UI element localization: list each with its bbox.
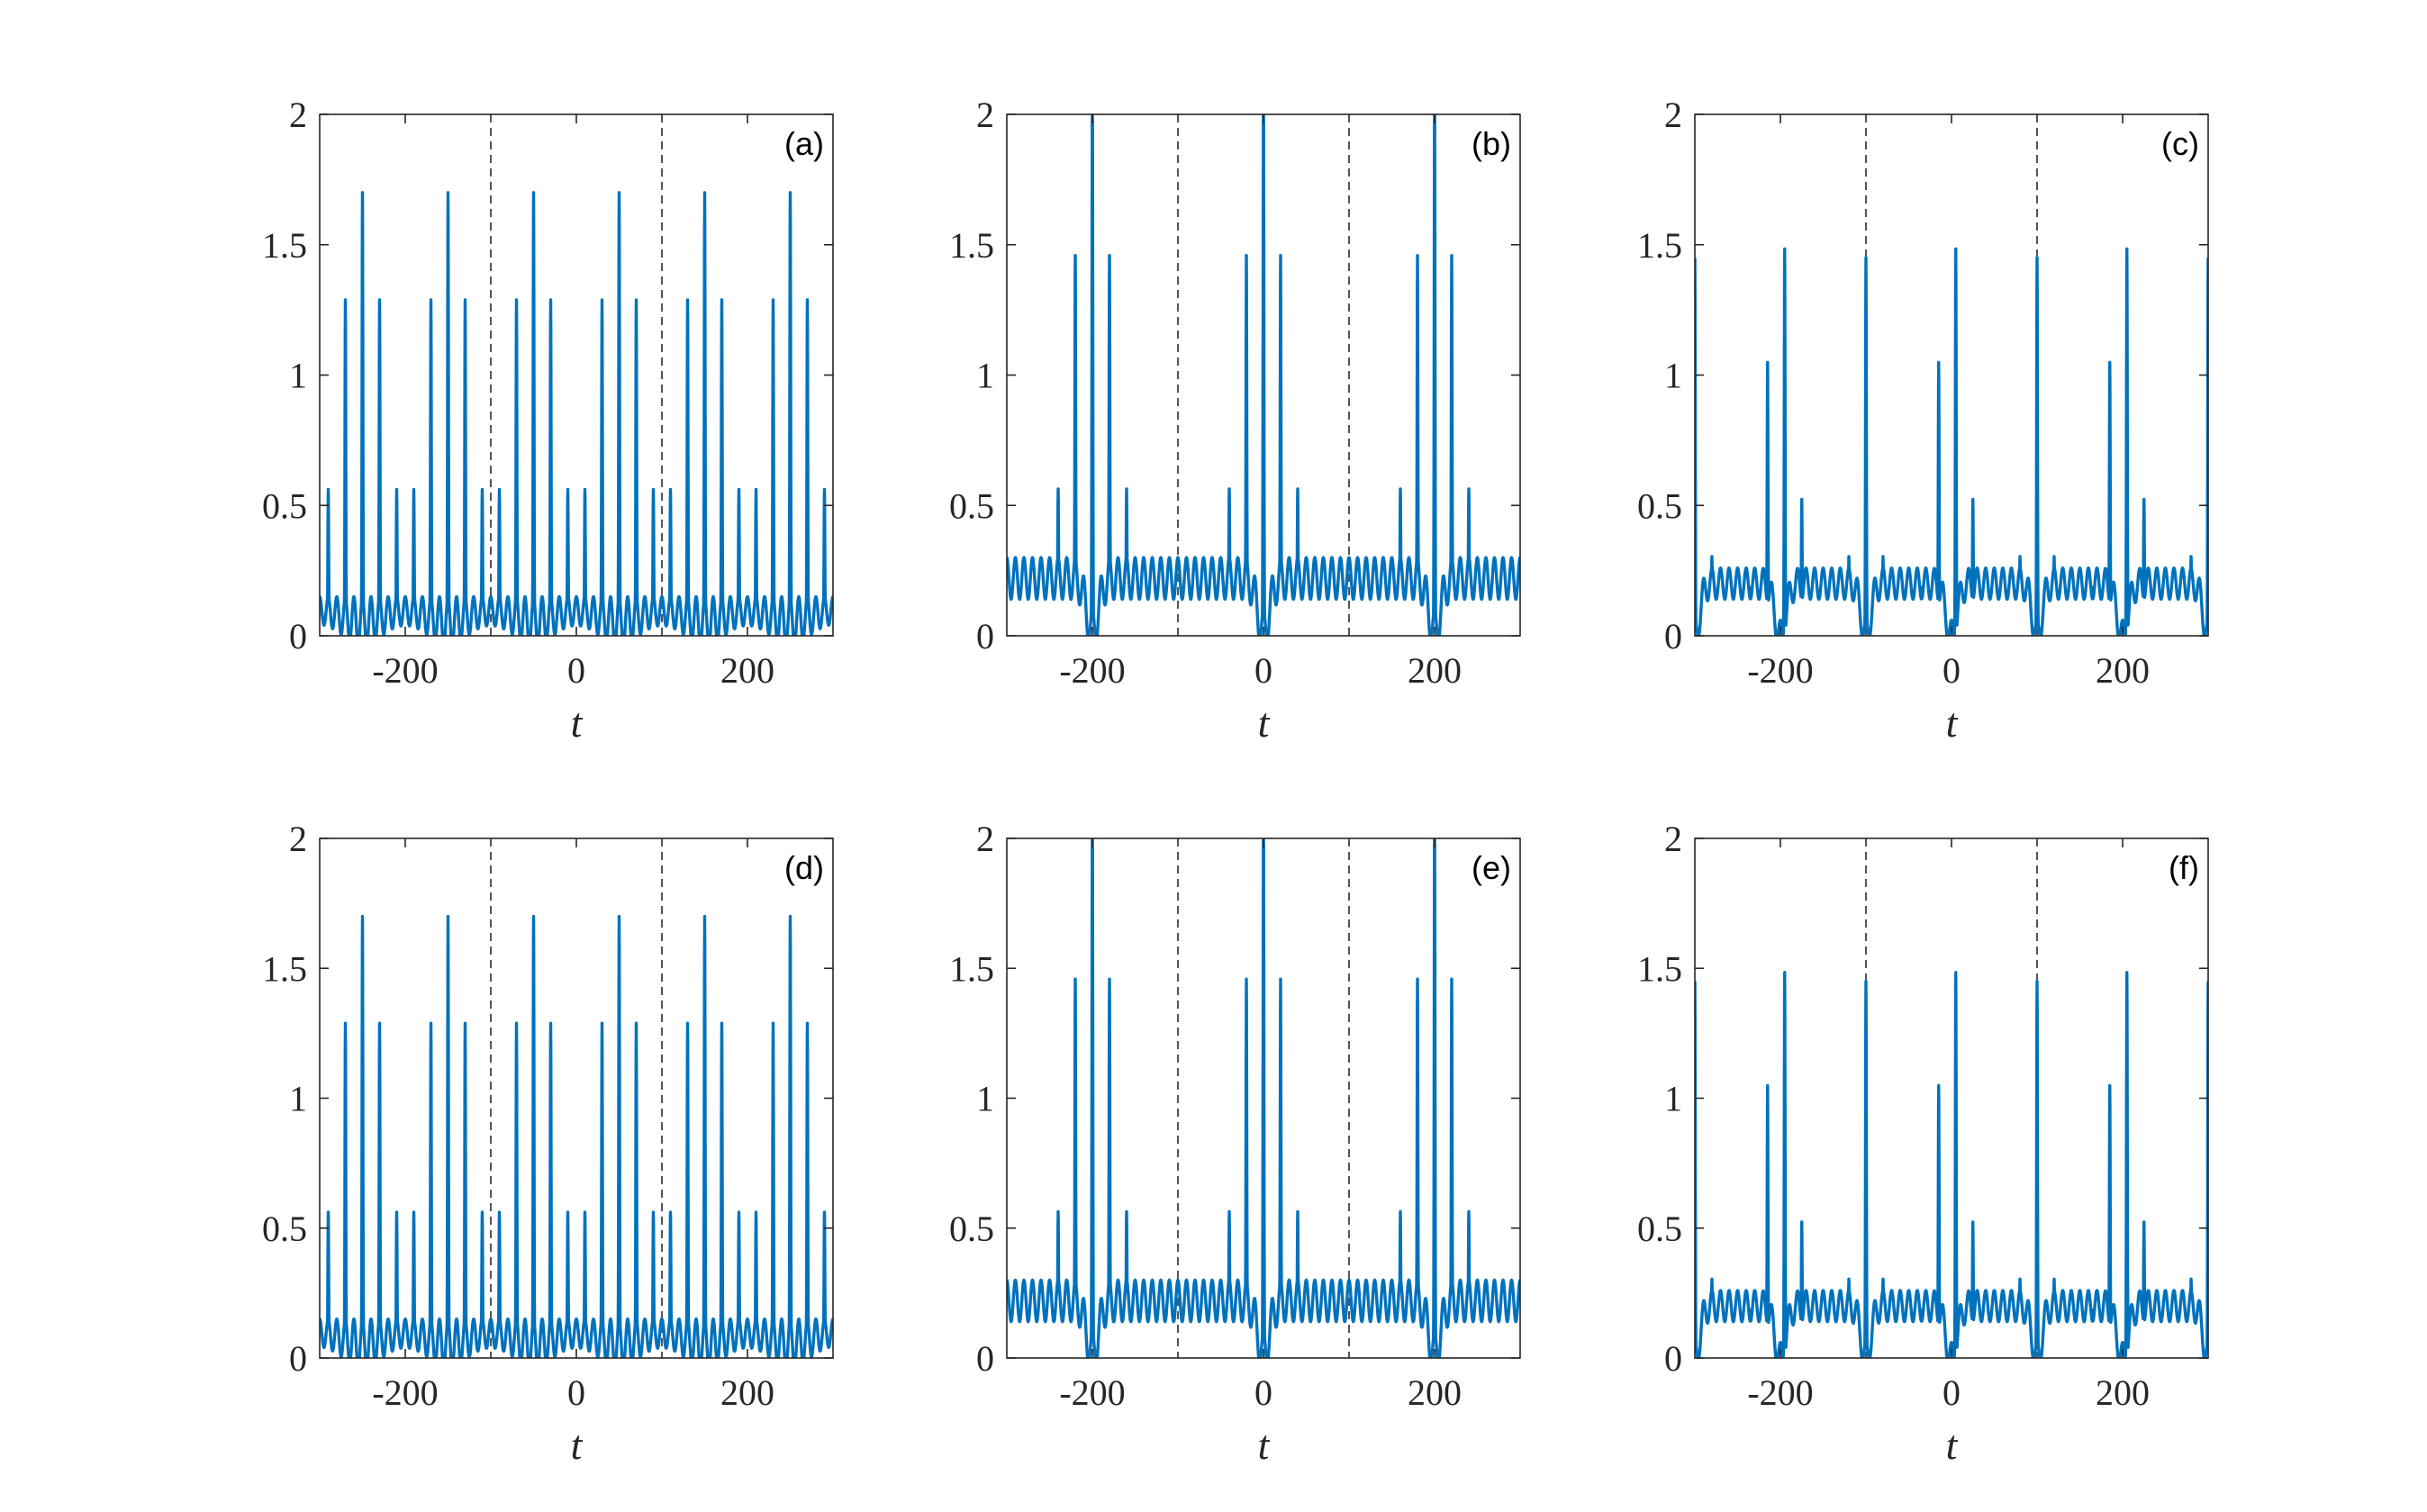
- x-tick-label: 0: [567, 1372, 585, 1413]
- series-line: [1007, 838, 1520, 1358]
- x-tick-label: 0: [1254, 650, 1272, 691]
- x-tick-label: 200: [720, 650, 774, 691]
- y-tick-label: 0: [976, 616, 994, 656]
- x-tick-label: 200: [720, 1372, 774, 1413]
- y-tick-label: 2: [1664, 95, 1682, 135]
- y-tick-label: 1: [289, 1079, 307, 1119]
- y-tick-label: 2: [1664, 819, 1682, 859]
- x-tick-label: -200: [1747, 1372, 1813, 1413]
- series-line: [1695, 247, 2208, 636]
- y-tick-label: 0: [976, 1338, 994, 1379]
- panel-f: -200 0 200 0 0.5 1 1.5 2 t (f): [1637, 819, 2209, 1468]
- x-axis-label: t: [571, 1422, 584, 1468]
- x-tick-label: 0: [1254, 1372, 1272, 1413]
- y-tick-label: 0.5: [1637, 485, 1682, 526]
- panel-label: (b): [1472, 125, 1511, 162]
- x-tick-label: -200: [1747, 650, 1813, 691]
- panel-label: (e): [1472, 849, 1511, 886]
- panel-label: (d): [784, 849, 824, 886]
- series-line: [1695, 971, 2208, 1358]
- axes-frame: [1694, 113, 2209, 637]
- x-tick-label: 200: [1408, 650, 1462, 691]
- x-axis-label: t: [1258, 700, 1271, 746]
- y-tick-label: 0: [1664, 1338, 1682, 1379]
- series-line: [320, 191, 833, 636]
- y-tick-label: 1.5: [262, 225, 307, 266]
- x-axis-label: t: [1946, 1422, 1959, 1468]
- y-tick-label: 1.5: [949, 225, 994, 266]
- y-tick-label: 2: [976, 819, 994, 859]
- y-tick-label: 1.5: [949, 948, 994, 989]
- y-tick-label: 2: [289, 95, 307, 135]
- x-axis-label: t: [1946, 700, 1959, 746]
- y-tick-label: 2: [289, 819, 307, 859]
- y-tick-label: 0: [289, 616, 307, 656]
- panel-c: -200 0 200 0 0.5 1 1.5 2 t (c): [1637, 95, 2209, 746]
- panel-label: (f): [2169, 849, 2199, 886]
- panel-label: (c): [2161, 125, 2199, 162]
- series-line: [1007, 114, 1520, 636]
- y-tick-label: 0.5: [262, 1209, 307, 1249]
- y-tick-label: 0.5: [949, 485, 994, 526]
- panel-b: -200 0 200 0 0.5 1 1.5 2 t (b): [949, 95, 1521, 746]
- x-tick-label: -200: [372, 650, 438, 691]
- x-tick-label: -200: [1059, 650, 1125, 691]
- x-tick-label: 0: [1943, 650, 1961, 691]
- x-tick-label: 200: [1408, 1372, 1462, 1413]
- x-tick-label: -200: [1059, 1372, 1125, 1413]
- y-tick-label: 0: [1664, 616, 1682, 656]
- y-tick-label: 1.5: [1637, 225, 1682, 266]
- y-tick-label: 1: [1664, 356, 1682, 396]
- y-tick-label: 1.5: [262, 948, 307, 989]
- axes-frame: [1694, 837, 2209, 1359]
- y-tick-label: 0: [289, 1338, 307, 1379]
- y-tick-label: 1: [289, 356, 307, 396]
- panel-e: -200 0 200 0 0.5 1 1.5 2 t (e): [949, 819, 1521, 1468]
- panel-d: -200 0 200 0 0.5 1 1.5 2 t (d): [262, 819, 834, 1468]
- x-tick-label: 200: [2096, 650, 2150, 691]
- series-line: [320, 914, 833, 1358]
- y-tick-label: 1: [976, 356, 994, 396]
- x-tick-label: 200: [2096, 1372, 2150, 1413]
- y-tick-label: 2: [976, 95, 994, 135]
- panel-a: -200 0 200 0 0.5 1 1.5 2 t (a): [262, 95, 834, 746]
- y-tick-label: 0.5: [1637, 1209, 1682, 1249]
- y-tick-label: 1.5: [1637, 948, 1682, 989]
- y-tick-label: 0.5: [949, 1209, 994, 1249]
- x-axis-label: t: [1258, 1422, 1271, 1468]
- x-tick-label: 0: [1943, 1372, 1961, 1413]
- y-tick-label: 1: [1664, 1079, 1682, 1119]
- x-tick-label: -200: [372, 1372, 438, 1413]
- y-tick-label: 1: [976, 1079, 994, 1119]
- panel-label: (a): [784, 125, 824, 162]
- y-tick-label: 0.5: [262, 485, 307, 526]
- x-axis-label: t: [571, 700, 584, 746]
- x-tick-label: 0: [567, 650, 585, 691]
